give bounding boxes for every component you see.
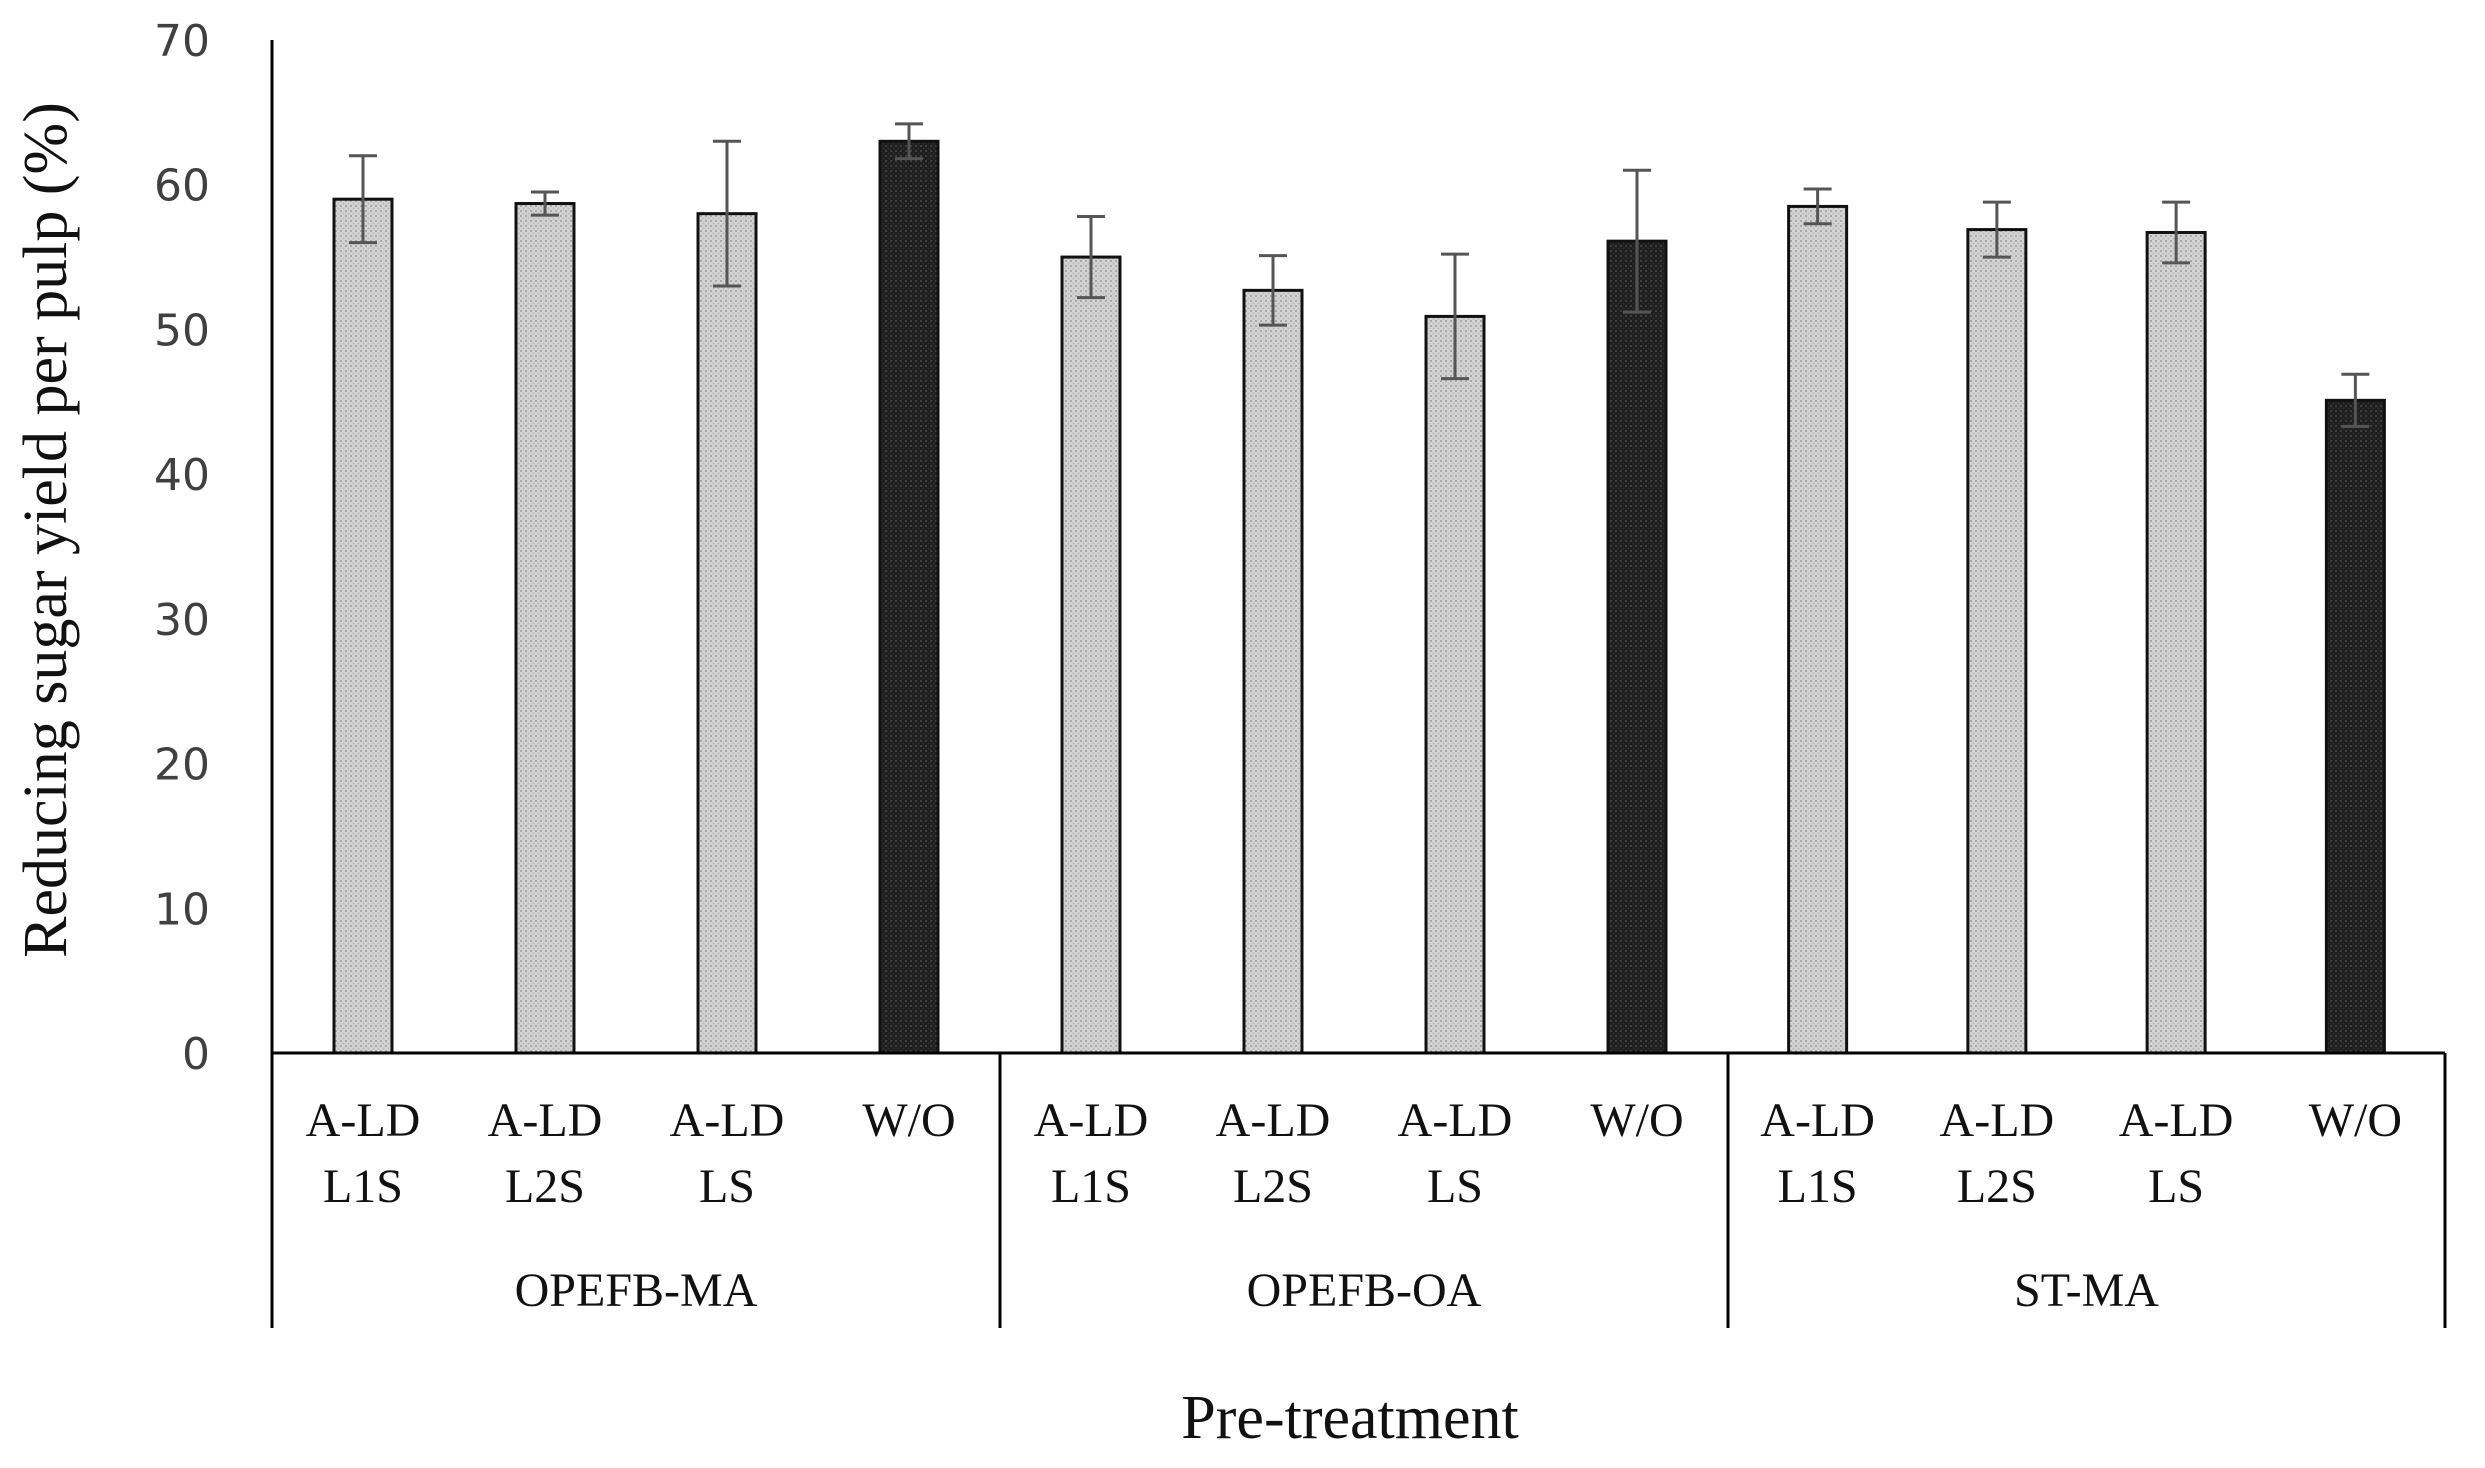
category-label: A-LD <box>306 1094 421 1147</box>
category-label: A-LD <box>488 1094 603 1147</box>
category-label: A-LD <box>1940 1094 2055 1147</box>
category-label: L2S <box>1233 1160 1313 1213</box>
y-tick-label: 20 <box>154 740 210 791</box>
group-label: OPEFB-MA <box>515 1264 758 1317</box>
y-tick-label: 70 <box>154 16 210 67</box>
bar <box>1787 204 1849 1055</box>
bars <box>332 139 2386 1055</box>
bar <box>1060 255 1122 1055</box>
bar <box>1606 239 1668 1055</box>
bar <box>696 212 758 1055</box>
y-tick-label: 0 <box>182 1029 210 1080</box>
y-tick-label: 10 <box>154 884 210 935</box>
x-axis-title: Pre-treatment <box>1181 1384 1518 1452</box>
category-label: LS <box>2148 1160 2204 1213</box>
bar <box>2145 230 2207 1055</box>
bar <box>878 139 940 1055</box>
bar <box>332 197 394 1055</box>
category-label: A-LD <box>1760 1094 1875 1147</box>
category-label: A-LD <box>1216 1094 1331 1147</box>
group-labels: OPEFB-MA OPEFB-OA ST-MA <box>515 1264 2160 1317</box>
category-label: A-LD <box>2119 1094 2234 1147</box>
category-label: W/O <box>862 1094 955 1147</box>
bar <box>2324 398 2386 1055</box>
category-label: L2S <box>505 1160 585 1213</box>
bar <box>1242 288 1304 1055</box>
category-label: W/O <box>1590 1094 1683 1147</box>
category-label: L2S <box>1957 1160 2037 1213</box>
category-label: L1S <box>1778 1160 1858 1213</box>
bar <box>514 202 576 1055</box>
axes <box>270 40 2447 1328</box>
y-tick-label: 40 <box>154 450 210 501</box>
category-label: A-LD <box>1034 1094 1149 1147</box>
bar <box>1966 228 2028 1055</box>
y-axis-title: Reducing sugar yield per pulp (%) <box>12 102 80 958</box>
group-label: OPEFB-OA <box>1247 1264 1482 1317</box>
y-tick-label: 30 <box>154 595 210 646</box>
y-tick-label: 50 <box>154 305 210 356</box>
category-label: LS <box>699 1160 755 1213</box>
category-label: L1S <box>1051 1160 1131 1213</box>
category-label: W/O <box>2309 1094 2402 1147</box>
category-label: LS <box>1427 1160 1483 1213</box>
y-tick-label: 60 <box>154 161 210 212</box>
category-label: A-LD <box>670 1094 785 1147</box>
category-labels: A-LD L1S A-LD L2S A-LD LS W/O A-LD L1S A-LD L2S A-L… <box>306 1094 2402 1213</box>
group-label: ST-MA <box>2014 1264 2159 1317</box>
error-bars <box>349 122 2370 428</box>
category-label: L1S <box>323 1160 403 1213</box>
bar <box>1424 314 1486 1055</box>
category-label: A-LD <box>1398 1094 1513 1147</box>
y-axis-ticks: 0 10 20 30 40 50 60 70 <box>154 16 210 1080</box>
